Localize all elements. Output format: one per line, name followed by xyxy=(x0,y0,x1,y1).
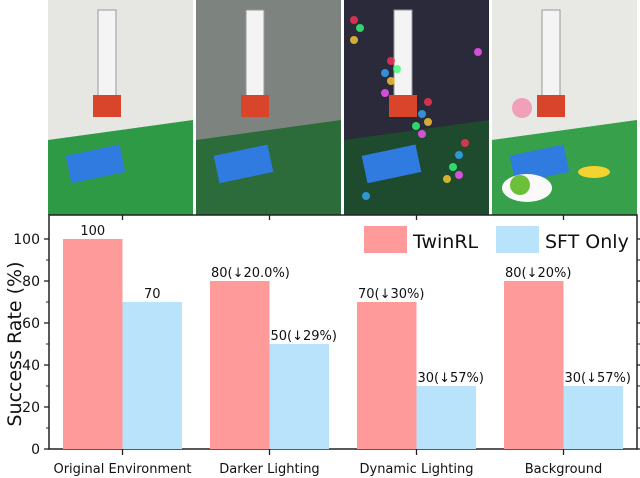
gripper xyxy=(537,95,565,117)
x-tick-label-0: Original Environment xyxy=(53,462,191,477)
data-label: 100 xyxy=(80,224,105,239)
gripper xyxy=(93,95,121,117)
plot-frame xyxy=(48,214,638,450)
legend: TwinRL SFT Only xyxy=(364,226,629,253)
data-label: 70 xyxy=(144,287,161,302)
gripper xyxy=(389,95,417,117)
data-label: 70(↓30%) xyxy=(358,287,424,302)
flower xyxy=(512,98,532,118)
data-label: 80(↓20.0%) xyxy=(211,266,290,281)
y-tick-label: 80 xyxy=(22,274,40,290)
bar-sft-only-1 xyxy=(269,344,329,449)
tray xyxy=(65,144,126,184)
bar-sft-only-3 xyxy=(563,386,623,449)
data-label: 30(↓57%) xyxy=(418,371,484,386)
tray xyxy=(361,144,422,184)
bar-sft-only-2 xyxy=(416,386,476,449)
photo-darker xyxy=(196,0,341,215)
y-axis-label: Success Rate (%) xyxy=(4,261,26,426)
x-tick-label-1: Darker Lighting xyxy=(219,462,319,477)
bar-twinrl-1 xyxy=(210,281,270,449)
x-tick-label-2: Dynamic Lighting xyxy=(359,462,473,477)
y-tick-label: 20 xyxy=(22,400,40,416)
x-tick-label-3: Background xyxy=(525,462,603,477)
legend-label-sft-only: SFT Only xyxy=(545,231,629,253)
photo-dynamic xyxy=(344,0,489,215)
y-tick-label: 100 xyxy=(13,232,40,248)
legend-swatch-sft-only xyxy=(496,226,539,253)
y-tick-label: 60 xyxy=(22,316,40,332)
bar-twinrl-3 xyxy=(504,281,564,449)
gripper xyxy=(241,95,269,117)
photo-background xyxy=(492,0,637,215)
legend-swatch-twinrl xyxy=(364,226,407,253)
bar-twinrl-2 xyxy=(357,302,417,449)
data-label: 30(↓57%) xyxy=(565,371,631,386)
legend-label-twinrl: TwinRL xyxy=(412,231,479,253)
y-tick-label: 0 xyxy=(31,442,40,458)
tray xyxy=(213,144,274,184)
photo-original xyxy=(48,0,193,215)
tray xyxy=(509,144,570,184)
banana xyxy=(578,166,610,178)
y-tick-label: 40 xyxy=(22,358,40,374)
apple xyxy=(510,175,530,195)
data-label: 50(↓29%) xyxy=(271,329,337,344)
bar-sft-only-0 xyxy=(122,302,182,449)
bar-twinrl-0 xyxy=(63,239,123,449)
data-label: 80(↓20%) xyxy=(505,266,571,281)
robot-scene-photos xyxy=(48,0,637,215)
